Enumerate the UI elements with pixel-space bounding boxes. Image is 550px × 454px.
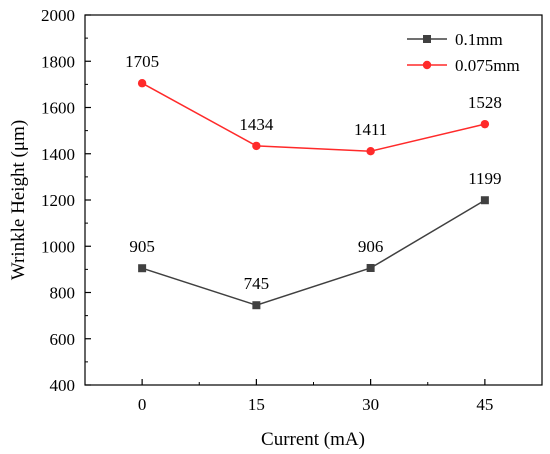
y-tick-label: 1000 xyxy=(41,237,75,256)
data-label: 1411 xyxy=(354,120,387,139)
y-tick-label: 1400 xyxy=(41,145,75,164)
data-label: 905 xyxy=(129,237,155,256)
data-point xyxy=(480,196,489,205)
legend-marker xyxy=(422,60,432,70)
x-axis: 0 15 30 45 xyxy=(138,379,493,414)
y-tick-label: 1200 xyxy=(41,191,75,210)
data-label: 1434 xyxy=(239,115,274,134)
legend: 0.1mm 0.075mm xyxy=(407,30,520,75)
data-point xyxy=(137,79,147,88)
data-point xyxy=(252,141,261,151)
data-label: 1528 xyxy=(468,93,502,112)
y-axis: 400 600 800 1000 1200 1400 1600 1800 2000 xyxy=(41,6,91,395)
x-tick-label: 30 xyxy=(362,395,379,414)
legend-label: 0.1mm xyxy=(455,30,503,49)
y-tick-label: 1800 xyxy=(41,52,75,71)
series-layer: 905 745 906 1199 1705 1434 1411 1528 xyxy=(125,52,502,310)
data-label: 745 xyxy=(244,274,270,293)
series-1: 905 745 906 1199 xyxy=(129,169,502,310)
data-point xyxy=(138,264,147,273)
x-tick-label: 0 xyxy=(138,395,147,414)
series-line xyxy=(141,82,486,152)
data-label: 1199 xyxy=(468,169,501,188)
legend-marker xyxy=(423,35,431,43)
data-point xyxy=(252,301,261,310)
data-point xyxy=(366,263,375,272)
data-point xyxy=(480,119,490,129)
y-axis-title: Wrinkle Height (μm) xyxy=(8,120,29,280)
legend-label: 0.075mm xyxy=(455,56,520,75)
x-tick-label: 45 xyxy=(476,395,493,414)
x-tick-label: 15 xyxy=(248,395,265,414)
series-2: 1705 1434 1411 1528 xyxy=(125,52,502,156)
y-tick-label: 1600 xyxy=(41,99,75,118)
series-line xyxy=(141,199,486,307)
y-tick-label: 600 xyxy=(50,330,76,349)
data-point xyxy=(366,147,375,156)
x-axis-title: Current (mA) xyxy=(261,429,365,450)
y-tick-label: 400 xyxy=(50,376,76,395)
data-label: 906 xyxy=(358,237,384,256)
y-tick-label: 800 xyxy=(50,284,76,303)
y-tick-label: 2000 xyxy=(41,6,75,25)
data-label: 1705 xyxy=(125,52,159,71)
